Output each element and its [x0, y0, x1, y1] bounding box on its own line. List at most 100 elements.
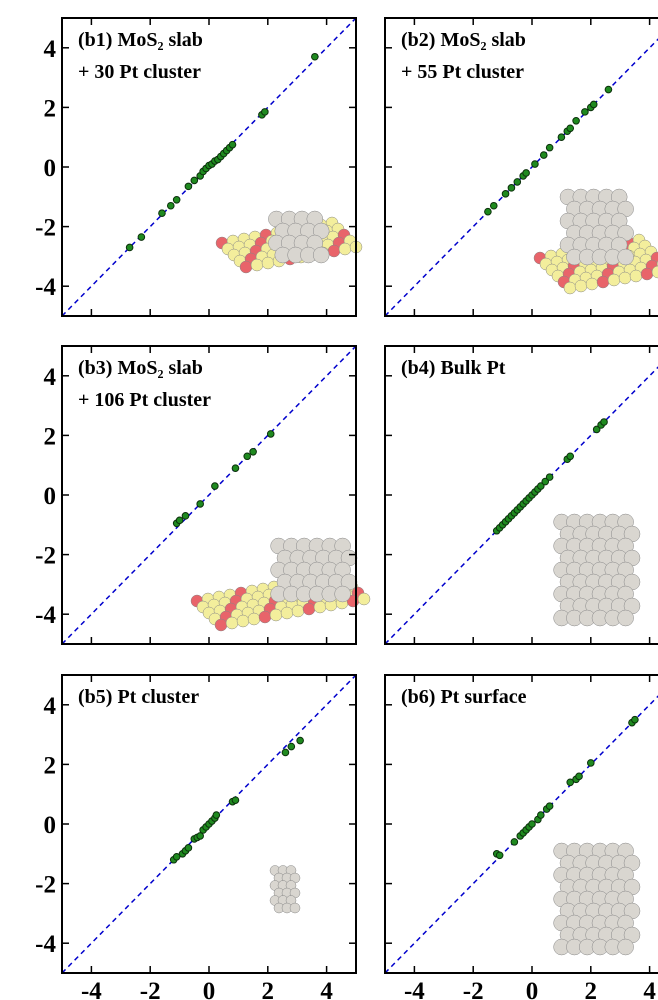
atom — [335, 586, 351, 602]
point — [138, 234, 145, 241]
page: -4 -2 0 2 4 (b1) MoS₂ slab + 30 Pt cluster (b2)… — [0, 0, 658, 1000]
panel-title: (b1) MoS₂ slab — [78, 29, 203, 51]
point — [573, 118, 580, 125]
point — [532, 161, 539, 168]
panel: (b4) Bulk Pt — [385, 346, 658, 644]
atom — [237, 615, 249, 627]
atom — [290, 903, 300, 913]
y-tick-label: 2 — [44, 423, 57, 450]
y-tick-label: 0 — [44, 483, 57, 510]
point — [540, 152, 547, 159]
y-tick-label: 4 — [44, 364, 57, 391]
y-tick-label: -2 — [35, 215, 56, 242]
point — [213, 812, 220, 819]
point — [288, 743, 295, 750]
atom — [586, 278, 598, 290]
point — [159, 210, 166, 217]
atom — [262, 257, 274, 269]
point — [185, 845, 192, 852]
atom — [618, 939, 634, 955]
panel-subtitle: + 106 Pt cluster — [78, 389, 211, 411]
atom — [575, 280, 587, 292]
point — [508, 185, 515, 192]
structure-illustration — [534, 189, 658, 294]
point — [182, 513, 189, 520]
point — [250, 448, 257, 455]
figure: -4 -2 0 2 4 (b1) MoS₂ slab + 30 Pt cluster (b2)… — [0, 0, 658, 1000]
point — [605, 86, 612, 93]
x-tick-label: 4 — [643, 978, 656, 1000]
y-tick-label: 4 — [44, 36, 57, 63]
y-tick-label: 2 — [44, 752, 57, 779]
point — [601, 419, 608, 426]
y-tick-label: 0 — [44, 812, 57, 839]
point — [588, 760, 595, 767]
point — [590, 101, 597, 108]
point — [229, 141, 236, 148]
point — [496, 852, 503, 859]
point — [511, 839, 518, 846]
point — [546, 474, 553, 481]
point — [558, 134, 565, 141]
atom — [215, 619, 227, 631]
point — [176, 517, 183, 524]
point — [514, 179, 521, 186]
point — [632, 716, 639, 723]
atom — [259, 611, 271, 623]
y-tick-label: -4 — [35, 602, 56, 629]
atom — [641, 268, 653, 280]
atom — [240, 261, 252, 273]
point — [232, 465, 239, 472]
point — [173, 196, 180, 203]
atom — [630, 270, 642, 282]
x-tick-label: 0 — [203, 978, 216, 1000]
panel-subtitle: + 30 Pt cluster — [78, 61, 201, 83]
point — [262, 109, 269, 116]
point — [529, 821, 536, 828]
atom — [313, 247, 329, 263]
structure-illustration — [191, 538, 370, 631]
y-tick-label: 0 — [44, 155, 57, 182]
atom — [618, 610, 634, 626]
x-tick-label: -4 — [404, 978, 425, 1000]
point — [485, 208, 492, 215]
panel: (b2) MoS₂ slab + 55 Pt cluster — [385, 18, 658, 316]
atom — [618, 249, 634, 265]
point — [490, 202, 497, 209]
point — [191, 177, 198, 184]
y-tick-label: 2 — [44, 95, 57, 122]
panel-title: (b5) Pt cluster — [78, 686, 199, 708]
structure-illustration — [216, 211, 362, 273]
atom — [328, 245, 340, 257]
panel-subtitle: + 55 Pt cluster — [401, 61, 524, 83]
point — [576, 773, 583, 780]
atom — [314, 601, 326, 613]
panel-title: (b2) MoS₂ slab — [401, 29, 526, 51]
point — [212, 483, 219, 490]
atom — [358, 593, 370, 605]
atom — [339, 243, 351, 255]
y-tick-label: -4 — [35, 931, 56, 958]
point — [546, 144, 553, 151]
point — [582, 109, 589, 116]
point — [126, 244, 133, 251]
atom — [251, 259, 263, 271]
structure-illustration — [554, 514, 640, 626]
x-tick-label: -2 — [463, 978, 484, 1000]
panel-title: (b3) MoS₂ slab — [78, 357, 203, 379]
panel-title: (b4) Bulk Pt — [401, 357, 506, 379]
atom — [564, 282, 576, 294]
point — [232, 797, 239, 804]
x-tick-label: 4 — [320, 978, 333, 1000]
atom — [226, 617, 238, 629]
point — [244, 453, 251, 460]
x-tick-label: 2 — [585, 978, 598, 1000]
panel-title: (b6) Pt surface — [401, 686, 527, 708]
point — [297, 737, 304, 744]
point — [502, 191, 509, 198]
atom — [281, 607, 293, 619]
atom — [248, 613, 260, 625]
point — [523, 170, 530, 177]
